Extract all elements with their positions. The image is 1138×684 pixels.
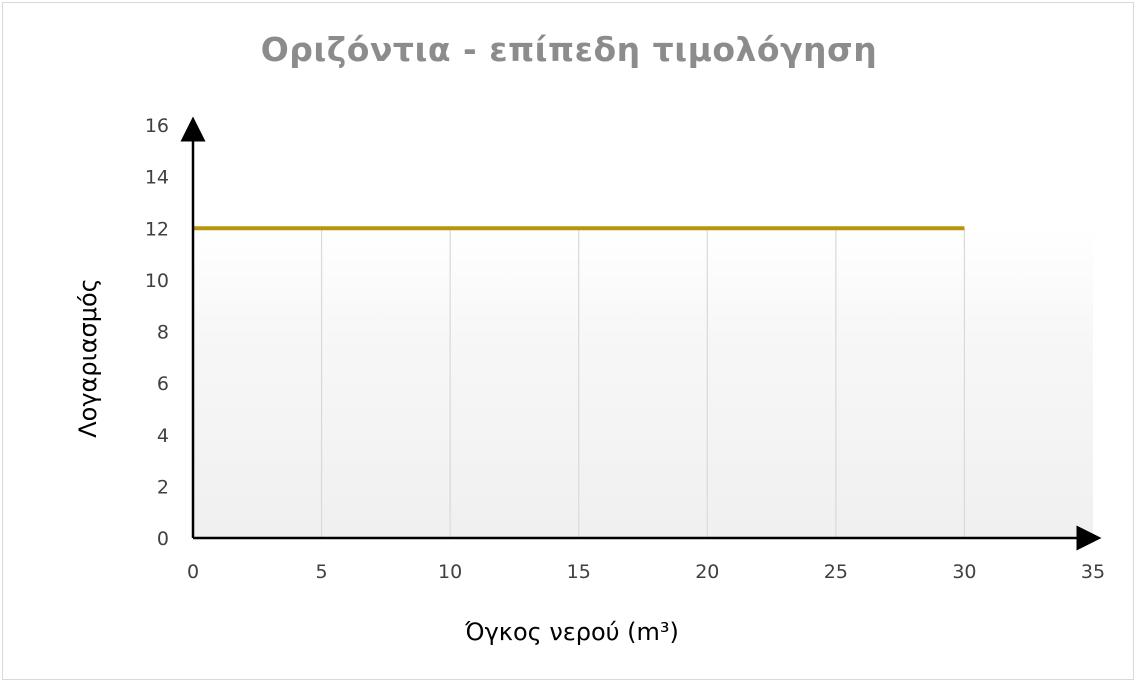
chart-title: Οριζόντια - επίπεδη τιμολόγηση [260, 30, 878, 69]
x-tick-label: 20 [695, 561, 719, 583]
y-tick-label: 10 [145, 270, 169, 292]
x-axis-title: Όγκος νερού (m³) [464, 618, 679, 646]
y-tick-label: 4 [157, 425, 169, 447]
y-tick-label: 2 [157, 476, 169, 498]
x-tick-label: 15 [567, 561, 591, 583]
y-tick-label: 16 [145, 115, 169, 137]
x-tick-label: 25 [824, 561, 848, 583]
plot-background [193, 228, 1093, 538]
x-tick-label: 0 [187, 561, 199, 583]
x-tick-label: 10 [438, 561, 462, 583]
y-tick-label: 12 [145, 218, 169, 240]
x-tick-label: 30 [952, 561, 976, 583]
x-tick-label: 5 [316, 561, 328, 583]
y-axis-title: Λογαριασμός [74, 278, 102, 438]
y-tick-label: 8 [157, 322, 169, 344]
y-tick-label: 6 [157, 373, 169, 395]
y-tick-label: 0 [157, 528, 169, 550]
x-tick-label: 35 [1081, 561, 1105, 583]
y-tick-label: 14 [145, 167, 169, 189]
